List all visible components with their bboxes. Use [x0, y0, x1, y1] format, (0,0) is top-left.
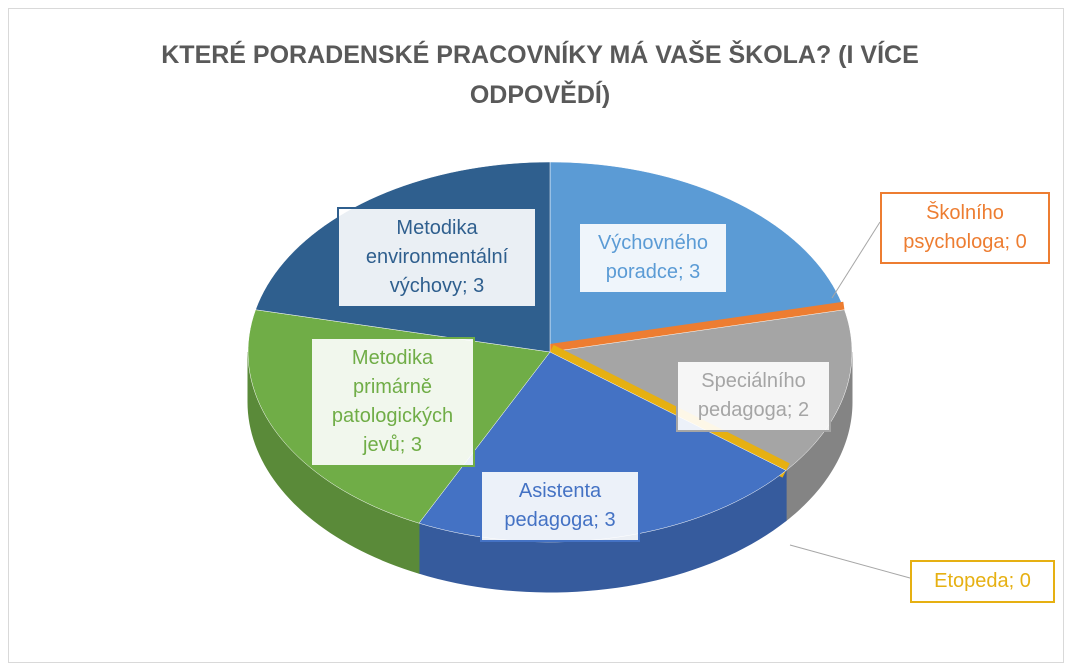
data-label: Metodika environmentální výchovy; 3 — [337, 207, 537, 308]
leader-line — [789, 544, 911, 579]
data-label: Školního psychologa; 0 — [880, 192, 1050, 264]
chart-title: KTERÉ PORADENSKÉ PRACOVNÍKY MÁ VAŠE ŠKOL… — [161, 41, 919, 109]
data-label: Asistenta pedagoga; 3 — [480, 470, 640, 542]
data-label: Etopeda; 0 — [910, 560, 1055, 603]
data-label: Výchovného poradce; 3 — [578, 222, 728, 294]
data-label: Speciálního pedagoga; 2 — [676, 360, 831, 432]
data-label: Metodika primárně patologických jevů; 3 — [310, 337, 475, 467]
leader-line — [831, 221, 881, 299]
chart-frame — [8, 8, 1064, 663]
